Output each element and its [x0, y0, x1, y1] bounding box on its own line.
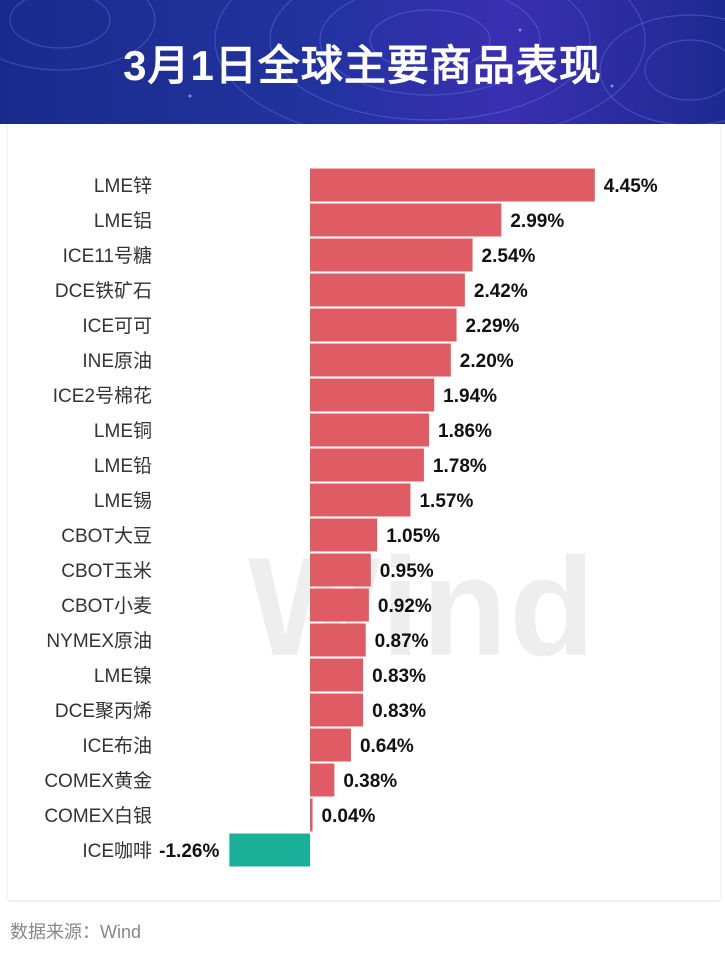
bar — [310, 238, 473, 272]
category-label: LME铅 — [94, 455, 152, 477]
category-label: CBOT玉米 — [61, 560, 152, 582]
category-label: LME镍 — [94, 665, 152, 687]
value-label: 0.83% — [372, 701, 426, 722]
category-label: LME铝 — [94, 210, 152, 232]
value-label: 2.29% — [466, 316, 520, 337]
value-label: -1.26% — [159, 841, 219, 862]
value-label: 1.86% — [438, 421, 492, 442]
bar — [310, 378, 435, 412]
value-label: 0.64% — [360, 736, 414, 757]
bar — [310, 483, 411, 517]
bar — [310, 658, 364, 692]
bar — [310, 728, 351, 762]
value-label: 1.78% — [433, 456, 487, 477]
bar — [310, 693, 364, 727]
value-label: 2.54% — [482, 246, 536, 267]
bar — [310, 623, 366, 657]
value-label: 0.83% — [372, 666, 426, 687]
category-label: ICE布油 — [82, 735, 152, 757]
category-label: ICE11号糖 — [63, 245, 152, 267]
category-label: DCE聚丙烯 — [55, 700, 152, 722]
bar — [310, 168, 595, 202]
bar — [310, 448, 424, 482]
title-banner: 3月1日全球主要商品表现 — [0, 0, 725, 124]
bar — [310, 413, 430, 447]
value-label: 1.94% — [443, 386, 497, 407]
category-label: DCE铁矿石 — [55, 280, 152, 302]
category-label: LME锡 — [94, 490, 152, 512]
category-label: ICE可可 — [82, 316, 152, 337]
category-label: LME锌 — [94, 175, 152, 197]
bar-chart: LME锌 4.45% LME铝 2.99% ICE11号糖 2.54% DCE铁矿石 2.42… — [44, 168, 658, 867]
bar — [310, 798, 313, 832]
value-label: 1.05% — [386, 526, 440, 547]
bar — [310, 763, 335, 797]
category-label: INE原油 — [82, 350, 152, 372]
value-label: 2.20% — [460, 351, 514, 372]
value-label: 4.45% — [604, 176, 658, 197]
category-label: CBOT大豆 — [61, 525, 152, 547]
banner-decoration — [0, 0, 725, 124]
value-label: 0.92% — [378, 596, 432, 617]
bar — [310, 518, 378, 552]
value-label: 2.42% — [474, 281, 528, 302]
bar — [310, 308, 457, 342]
wind-watermark: Wind — [248, 528, 597, 685]
bar — [229, 833, 310, 867]
value-label: 0.87% — [375, 631, 429, 652]
category-label: COMEX黄金 — [44, 770, 152, 792]
bar — [310, 203, 502, 237]
category-label: ICE咖啡 — [82, 840, 152, 862]
category-label: ICE2号棉花 — [53, 385, 152, 407]
value-label: 2.99% — [510, 211, 564, 232]
category-label: NYMEX原油 — [46, 630, 152, 652]
value-label: 0.95% — [380, 561, 434, 582]
value-label: 0.04% — [322, 806, 376, 827]
bar — [310, 273, 465, 307]
bar — [310, 588, 369, 622]
bar — [310, 553, 371, 587]
chart-panel: Wind LME锌 4.45% LME铝 2.99% ICE11号糖 2.54% DCE铁矿… — [8, 124, 720, 900]
page-title: 3月1日全球主要商品表现 — [123, 41, 602, 89]
bar — [310, 343, 451, 377]
value-label: 0.38% — [343, 771, 397, 792]
value-label: 1.57% — [419, 491, 473, 512]
category-label: COMEX白银 — [44, 805, 152, 827]
source-note: 数据来源：Wind — [10, 922, 142, 942]
category-label: CBOT小麦 — [61, 595, 152, 617]
category-label: LME铜 — [94, 420, 152, 442]
